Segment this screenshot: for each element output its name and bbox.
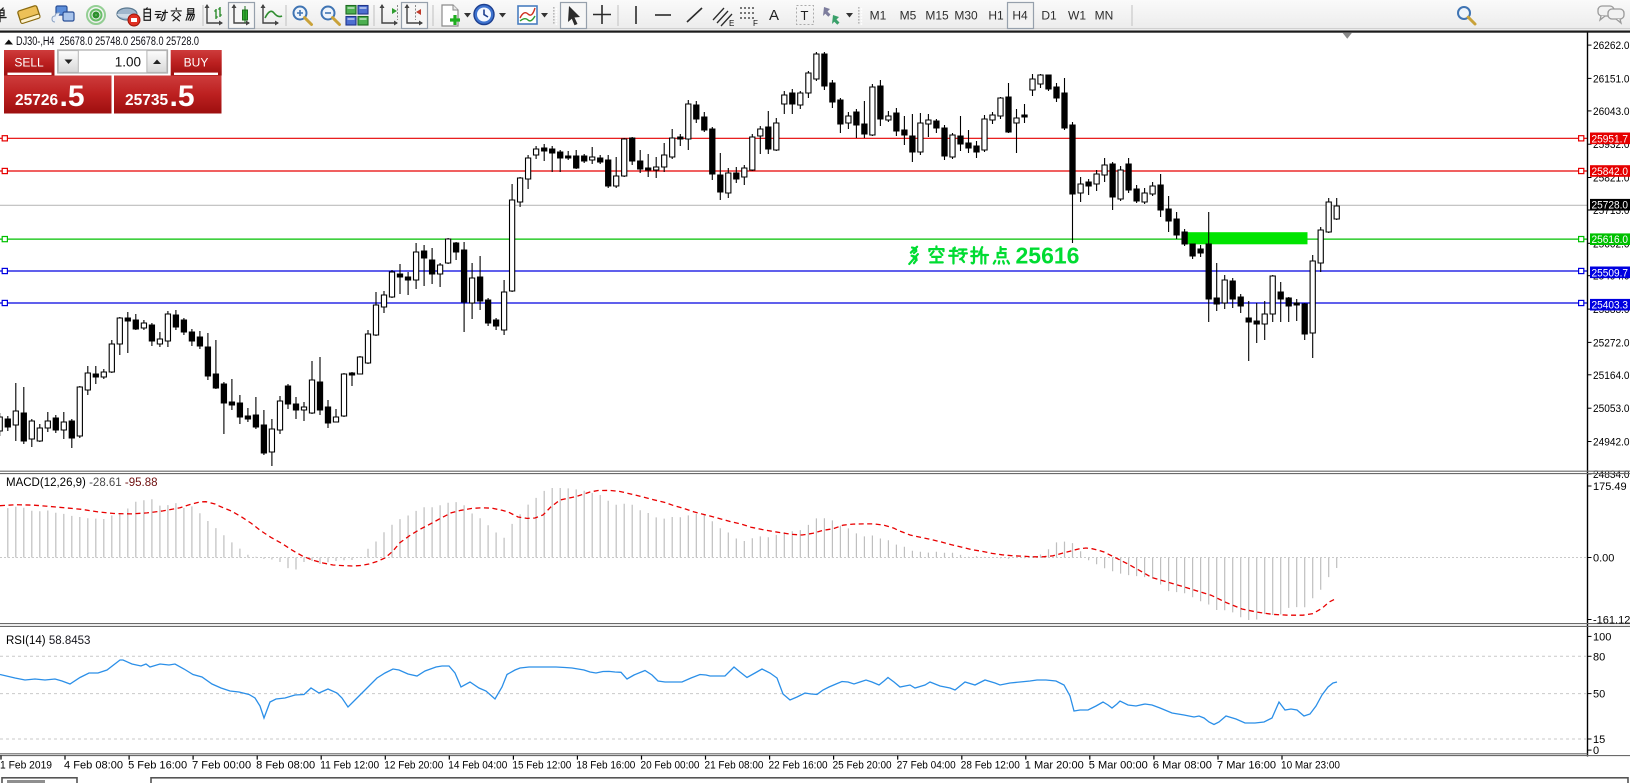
svg-text:1 Feb 2019: 1 Feb 2019 bbox=[0, 760, 52, 772]
svg-text:25509.7: 25509.7 bbox=[1592, 267, 1629, 279]
svg-text:28 Feb 12:00: 28 Feb 12:00 bbox=[961, 760, 1020, 772]
svg-text:25842.0: 25842.0 bbox=[1592, 166, 1629, 178]
svg-text:4 Feb 08:00: 4 Feb 08:00 bbox=[64, 760, 123, 772]
svg-text:26043.0: 26043.0 bbox=[1593, 106, 1630, 118]
svg-text:1.00: 1.00 bbox=[115, 55, 141, 70]
svg-text:6 Mar 08:00: 6 Mar 08:00 bbox=[1153, 760, 1212, 772]
svg-text:RSI(14) 58.8453: RSI(14) 58.8453 bbox=[6, 635, 90, 647]
svg-text:W1: W1 bbox=[1068, 9, 1086, 23]
svg-text:12 Feb 20:00: 12 Feb 20:00 bbox=[384, 760, 443, 772]
svg-text:11 Feb 12:00: 11 Feb 12:00 bbox=[320, 760, 379, 772]
svg-text:25272.0: 25272.0 bbox=[1593, 337, 1630, 349]
svg-text:20 Feb 00:00: 20 Feb 00:00 bbox=[641, 760, 700, 772]
svg-text:0.00: 0.00 bbox=[1593, 553, 1614, 565]
svg-text:27 Feb 04:00: 27 Feb 04:00 bbox=[897, 760, 956, 772]
svg-text:15 Feb 12:00: 15 Feb 12:00 bbox=[512, 760, 571, 772]
svg-text:25403.3: 25403.3 bbox=[1592, 300, 1629, 312]
svg-text:F: F bbox=[753, 19, 758, 28]
svg-text:26151.0: 26151.0 bbox=[1593, 73, 1630, 85]
svg-text:21 Feb 08:00: 21 Feb 08:00 bbox=[705, 760, 764, 772]
svg-text:DJ30-,H4 25678.0 25748.0 2567: DJ30-,H4 25678.0 25748.0 25678.0 25728.0 bbox=[16, 36, 199, 48]
svg-text:10 Mar 23:00: 10 Mar 23:00 bbox=[1281, 760, 1340, 772]
svg-text:-161.12: -161.12 bbox=[1593, 615, 1630, 627]
svg-text:A: A bbox=[769, 7, 779, 24]
svg-text:18 Feb 16:00: 18 Feb 16:00 bbox=[576, 760, 635, 772]
svg-text:5 Mar 00:00: 5 Mar 00:00 bbox=[1089, 760, 1148, 772]
svg-text:SELL: SELL bbox=[14, 56, 44, 70]
svg-text:175.49: 175.49 bbox=[1593, 481, 1627, 493]
svg-text:E: E bbox=[729, 19, 734, 28]
svg-text:D1: D1 bbox=[1041, 9, 1057, 23]
svg-text:25728.0: 25728.0 bbox=[1592, 200, 1629, 212]
svg-text:25951.7: 25951.7 bbox=[1592, 133, 1629, 145]
svg-text:24942.0: 24942.0 bbox=[1593, 437, 1630, 449]
svg-text:MACD(12,26,9) -28.61 -95.88: MACD(12,26,9) -28.61 -95.88 bbox=[6, 477, 158, 489]
svg-text:25616: 25616 bbox=[1016, 243, 1080, 269]
svg-text:.5: .5 bbox=[170, 80, 195, 113]
svg-text:50: 50 bbox=[1593, 689, 1605, 701]
svg-text:T: T bbox=[801, 8, 809, 23]
svg-text:BUY: BUY bbox=[184, 56, 209, 70]
svg-text:25 Feb 20:00: 25 Feb 20:00 bbox=[833, 760, 892, 772]
svg-text:25726: 25726 bbox=[15, 92, 58, 109]
svg-text:25616.0: 25616.0 bbox=[1592, 234, 1629, 246]
svg-text:25164.0: 25164.0 bbox=[1593, 370, 1630, 382]
svg-text:25053.0: 25053.0 bbox=[1593, 403, 1630, 415]
svg-text:100: 100 bbox=[1593, 631, 1611, 643]
svg-text:8 Feb 08:00: 8 Feb 08:00 bbox=[256, 760, 315, 772]
svg-text:H1: H1 bbox=[988, 9, 1004, 23]
svg-text:7 Mar 16:00: 7 Mar 16:00 bbox=[1217, 760, 1276, 772]
svg-text:7 Feb 00:00: 7 Feb 00:00 bbox=[192, 760, 251, 772]
svg-text:H4: H4 bbox=[1012, 9, 1028, 23]
svg-text:22 Feb 16:00: 22 Feb 16:00 bbox=[769, 760, 828, 772]
svg-text:M5: M5 bbox=[900, 9, 917, 23]
svg-text:80: 80 bbox=[1593, 651, 1605, 663]
svg-text:MN: MN bbox=[1095, 9, 1114, 23]
svg-text:M1: M1 bbox=[870, 9, 887, 23]
svg-text:5 Feb 16:00: 5 Feb 16:00 bbox=[128, 760, 187, 772]
svg-text:24834.0: 24834.0 bbox=[1593, 469, 1630, 481]
svg-text:.5: .5 bbox=[60, 80, 85, 113]
svg-text:1 Mar 20:00: 1 Mar 20:00 bbox=[1025, 760, 1084, 772]
svg-text:14 Feb 04:00: 14 Feb 04:00 bbox=[448, 760, 507, 772]
svg-text:15: 15 bbox=[1593, 734, 1605, 746]
svg-text:M15: M15 bbox=[925, 9, 949, 23]
svg-text:26262.0: 26262.0 bbox=[1593, 40, 1630, 52]
svg-text:0: 0 bbox=[1593, 745, 1599, 757]
svg-text:M30: M30 bbox=[954, 9, 978, 23]
svg-text:25735: 25735 bbox=[125, 92, 168, 109]
